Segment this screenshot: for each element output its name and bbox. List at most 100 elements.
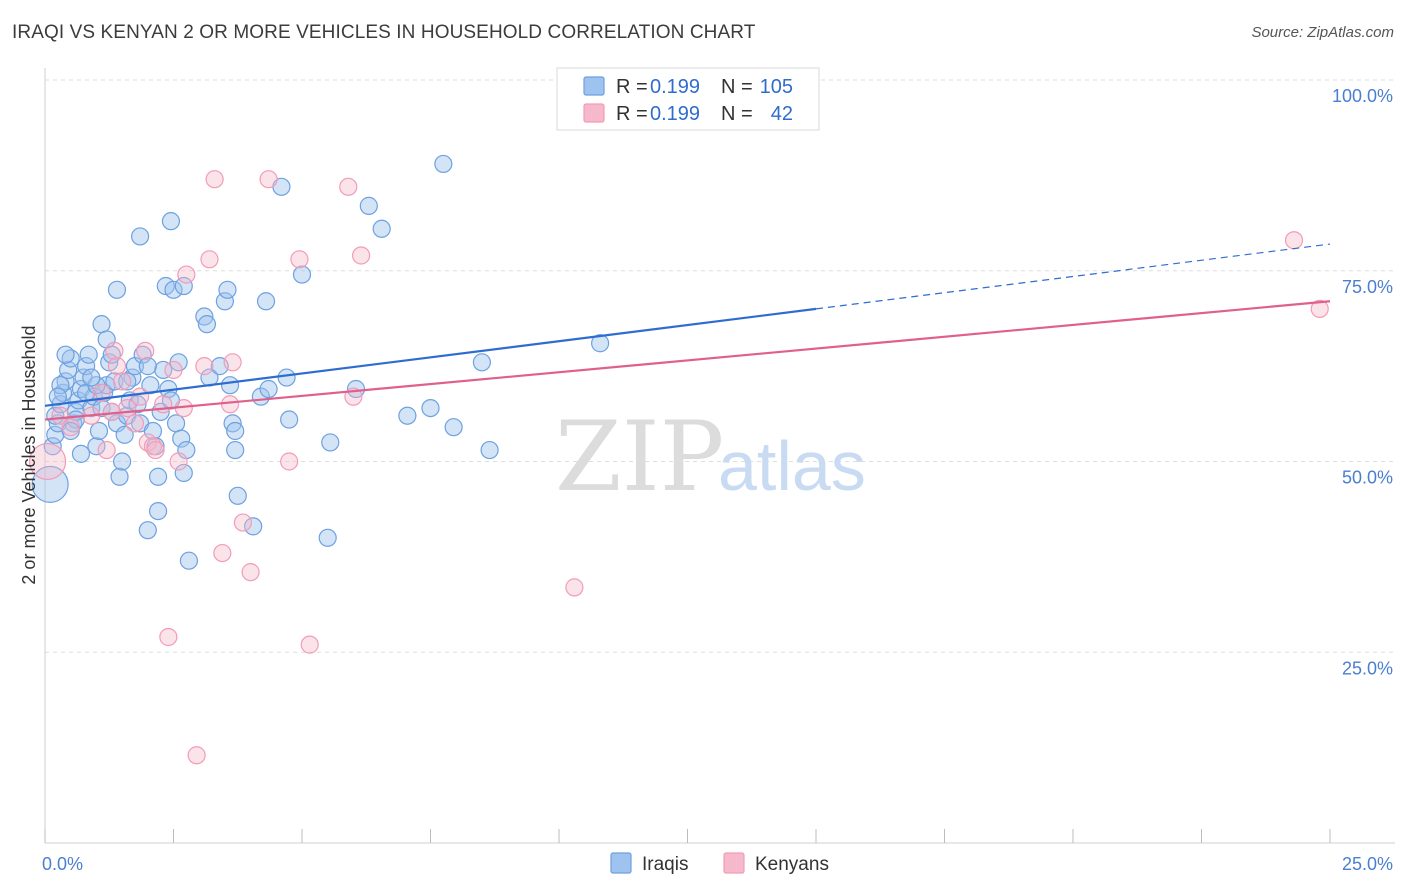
- data-point-kenyans: [136, 341, 155, 360]
- data-point-kenyans: [205, 170, 224, 189]
- data-point-iraqis: [141, 376, 160, 395]
- legend-n-value-0: 105: [760, 76, 793, 98]
- x-tick-label: 0.0%: [42, 854, 83, 874]
- data-point-iraqis: [77, 357, 96, 376]
- data-point-iraqis: [92, 315, 111, 334]
- data-point-iraqis: [174, 463, 193, 483]
- data-point-iraqis: [421, 398, 440, 418]
- legend-n-label-0: N =: [721, 76, 753, 98]
- data-point-iraqis: [359, 196, 378, 215]
- legend-swatch-kenyans: [583, 103, 605, 123]
- legend-swatch-iraqis: [583, 76, 605, 96]
- data-point-iraqis: [318, 528, 337, 547]
- y-tick-label: 100.0%: [1332, 86, 1393, 106]
- data-point-iraqis: [79, 345, 98, 364]
- data-point-iraqis: [59, 360, 78, 380]
- data-point-kenyans: [51, 406, 70, 425]
- data-point-kenyans: [105, 341, 124, 360]
- trend-line-iraqis: [44, 307, 817, 407]
- data-point-kenyans: [565, 578, 584, 597]
- data-point-iraqis: [292, 265, 312, 284]
- legend-r-label-1: R =: [616, 103, 648, 125]
- data-point-iraqis: [148, 467, 168, 486]
- bottom-legend: Iraqis Kenyans: [610, 852, 829, 875]
- data-point-kenyans: [159, 627, 178, 647]
- chart-title: IRAQI VS KENYAN 2 OR MORE VEHICLES IN HO…: [12, 22, 756, 43]
- data-point-iraqis: [143, 421, 163, 441]
- data-point-kenyans: [1284, 231, 1304, 250]
- data-point-iraqis: [197, 315, 217, 334]
- data-point-kenyans: [280, 452, 299, 471]
- data-point-iraqis: [226, 440, 245, 460]
- watermark-zip: ZIP: [555, 401, 724, 513]
- data-point-kenyans: [200, 250, 219, 269]
- data-point-iraqis: [179, 551, 199, 570]
- data-point-iraqis: [256, 292, 276, 311]
- data-point-iraqis: [480, 440, 499, 460]
- y-axis-title: 2 or more Vehicles in Household: [19, 325, 39, 584]
- y-tick-label: 50.0%: [1342, 468, 1393, 488]
- legend: R = 0.199 N = 105 R = 0.199 N = 42: [556, 67, 820, 131]
- data-point-kenyans: [164, 360, 183, 380]
- x-tick-labels: 0.0% 25.0%: [42, 854, 1393, 874]
- data-point-iraqis: [138, 521, 157, 540]
- data-point-kenyans: [213, 543, 232, 563]
- data-point-iraqis: [226, 421, 245, 441]
- data-point-iraqis: [372, 219, 391, 238]
- data-point-iraqis: [218, 280, 237, 299]
- data-point-kenyans: [300, 635, 319, 654]
- data-point-kenyans: [223, 353, 242, 372]
- data-point-iraqis: [591, 334, 610, 353]
- bottom-legend-swatch-iraqis: [610, 852, 632, 874]
- data-point-kenyans: [169, 452, 188, 471]
- data-point-iraqis: [87, 437, 106, 456]
- bottom-legend-label-kenyans: Kenyans: [755, 854, 829, 875]
- legend-n-value-1: 42: [771, 103, 793, 125]
- data-point-kenyans: [130, 387, 150, 406]
- data-point-iraqis: [164, 280, 183, 299]
- data-point-iraqis: [321, 433, 340, 452]
- data-point-kenyans: [187, 746, 206, 765]
- x-tick-label: 25.0%: [1342, 854, 1393, 874]
- data-point-iraqis: [174, 276, 193, 296]
- data-point-iraqis: [220, 376, 240, 395]
- data-point-kenyans: [61, 418, 80, 437]
- data-point-iraqis: [71, 444, 91, 463]
- legend-r-value-0: 0.199: [650, 76, 700, 98]
- data-point-iraqis: [118, 372, 137, 391]
- data-point-iraqis: [110, 467, 129, 486]
- data-point-kenyans: [125, 414, 145, 433]
- bottom-legend-swatch-kenyans: [723, 852, 745, 874]
- data-point-iraqis: [51, 376, 70, 395]
- data-point-iraqis: [280, 410, 299, 429]
- data-point-iraqis: [244, 517, 263, 536]
- axes: [44, 68, 1395, 844]
- data-point-kenyans: [259, 170, 278, 189]
- data-point-kenyans: [97, 440, 116, 460]
- data-point-iraqis: [172, 429, 191, 448]
- data-point-iraqis: [61, 421, 80, 441]
- bottom-legend-label-iraqis: Iraqis: [642, 854, 688, 875]
- data-point-kenyans: [195, 357, 214, 376]
- data-point-iraqis: [228, 486, 247, 505]
- data-point-kenyans: [146, 440, 165, 460]
- trend-line-iraqis-extension: [815, 243, 1331, 310]
- legend-r-value-1: 0.199: [650, 103, 700, 125]
- data-point-iraqis: [89, 421, 109, 441]
- data-point-iraqis: [215, 292, 234, 311]
- data-point-iraqis: [130, 227, 150, 246]
- data-point-kenyans: [28, 442, 67, 481]
- data-point-iraqis: [161, 212, 181, 231]
- data-points: [28, 154, 1329, 765]
- data-point-kenyans: [352, 246, 371, 265]
- data-point-iraqis: [148, 501, 168, 521]
- data-point-iraqis: [154, 360, 173, 380]
- source-label: Source: ZipAtlas.com: [1251, 24, 1394, 41]
- y-tick-label: 25.0%: [1342, 658, 1393, 678]
- trend-lines: [44, 243, 1331, 421]
- data-point-kenyans: [107, 357, 127, 376]
- data-point-kenyans: [112, 372, 132, 391]
- watermark-atlas: atlas: [718, 427, 866, 505]
- data-point-kenyans: [220, 395, 240, 414]
